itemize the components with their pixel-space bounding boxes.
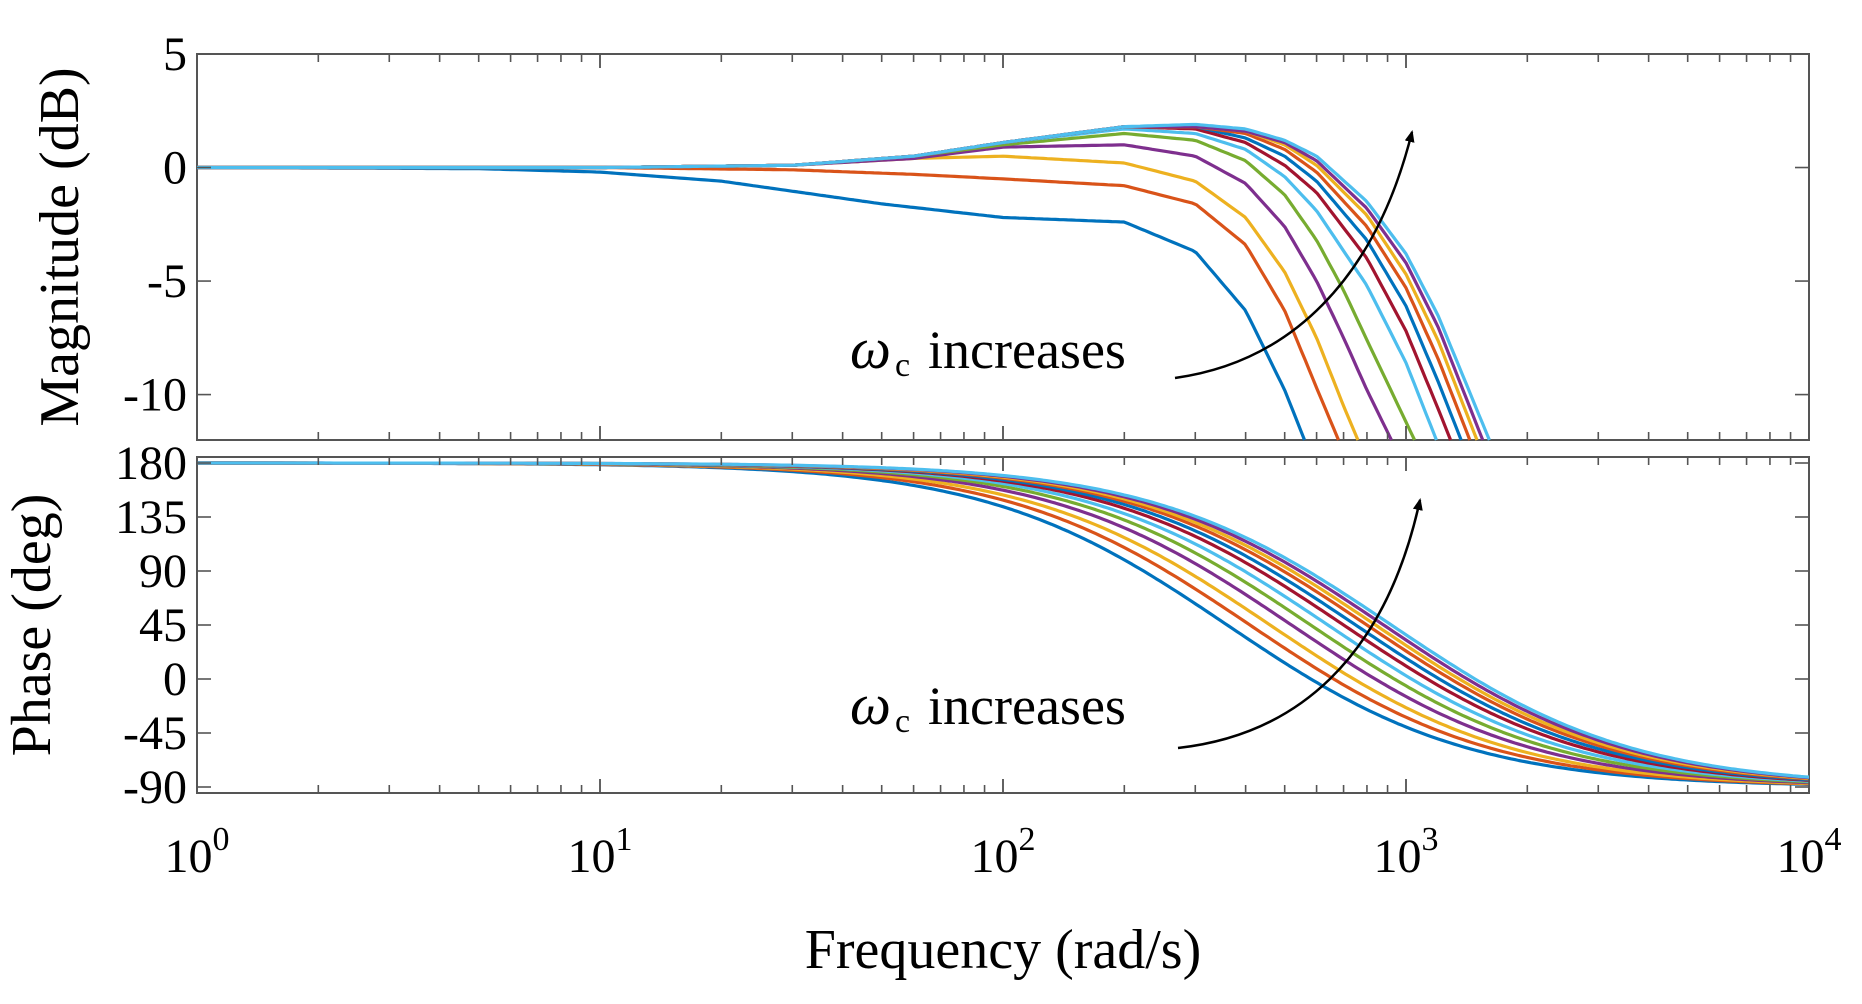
x-tick-label-base: 10 [1374, 830, 1422, 883]
phase-axes-frame [196, 456, 1810, 794]
x-tick-labels: 100 101 102 103 104 [165, 821, 1842, 883]
x-tick-label-exponent: 3 [1422, 821, 1439, 858]
phase-annotation: ω c increases [850, 498, 1423, 750]
magnitude-annotation-arrow [1174, 130, 1415, 380]
x-tick-label-base: 10 [165, 830, 213, 883]
x-tick-label-exponent: 2 [1019, 821, 1036, 858]
x-tick-label-exponent: 0 [213, 821, 230, 858]
phase-annotation-text: ω c increases [850, 672, 1126, 740]
x-tick-label: 101 [568, 821, 633, 883]
magnitude-x-ticks [196, 54, 1810, 440]
phase-annotation-arrow [1177, 498, 1423, 750]
magnitude-y-ticks [197, 53, 1809, 396]
magnitude-curves [197, 122, 1491, 442]
phase-x-ticks [196, 457, 1810, 793]
y-tick-label: 5 [163, 28, 187, 81]
y-tick-label: 180 [115, 437, 187, 490]
magnitude-axes-frame [196, 53, 1810, 441]
omega-symbol: ω [850, 672, 891, 737]
y-tick-label: 135 [115, 491, 187, 544]
magnitude-panel: 5 0 -5 -10 Magnitude (dB) ω c increases [29, 28, 1810, 442]
annotation-word: increases [928, 320, 1126, 380]
magnitude-y-axis-title: Magnitude (dB) [29, 67, 91, 426]
y-tick-label: -45 [123, 707, 187, 760]
omega-symbol: ω [850, 316, 891, 381]
omega-subscript: c [895, 703, 910, 740]
magnitude-series-c12 [197, 122, 1491, 441]
magnitude-annotation: ω c increases [850, 130, 1415, 384]
x-tick-label: 100 [165, 821, 230, 883]
x-tick-label-exponent: 1 [616, 821, 633, 858]
x-tick-label: 103 [1374, 821, 1439, 883]
x-tick-label: 104 [1777, 821, 1842, 883]
phase-y-ticks [197, 462, 1809, 788]
x-tick-label-base: 10 [971, 830, 1019, 883]
y-tick-label: 45 [139, 599, 187, 652]
y-tick-label: -90 [123, 761, 187, 814]
x-tick-label-base: 10 [568, 830, 616, 883]
phase-series-c12 [197, 461, 1810, 779]
y-tick-label: -10 [123, 369, 187, 422]
x-tick-label-base: 10 [1777, 830, 1825, 883]
y-tick-label: -5 [147, 255, 187, 308]
phase-curves [197, 461, 1810, 786]
x-tick-label: 102 [971, 821, 1036, 883]
x-tick-label-exponent: 4 [1825, 821, 1842, 858]
magnitude-y-tick-labels: 5 0 -5 -10 [123, 28, 187, 422]
annotation-word: increases [928, 676, 1126, 736]
y-tick-label: 90 [139, 545, 187, 598]
magnitude-annotation-text: ω c increases [850, 316, 1126, 384]
phase-y-axis-title: Phase (deg) [1, 494, 63, 757]
y-tick-label: 0 [163, 142, 187, 195]
x-axis-title: Frequency (rad/s) [805, 919, 1202, 981]
omega-subscript: c [895, 347, 910, 384]
y-tick-label: 0 [163, 653, 187, 706]
